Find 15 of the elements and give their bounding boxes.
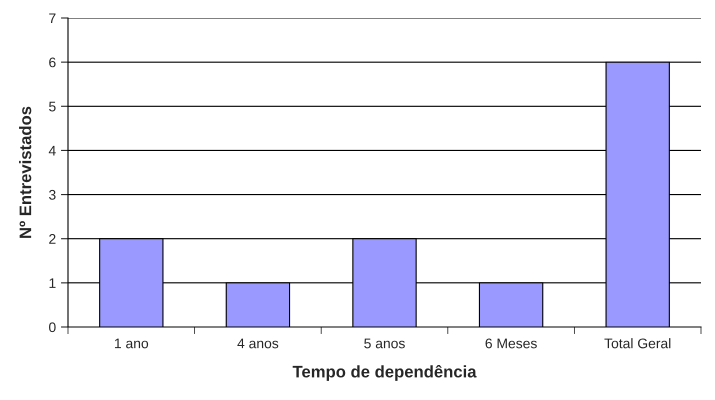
- y-tick-label: 1: [50, 278, 56, 288]
- y-tick-label: 7: [49, 13, 56, 24]
- y-tick-label: 5: [49, 102, 56, 112]
- x-tick-label: 4 anos: [237, 338, 278, 348]
- y-tick-label: 2: [49, 234, 56, 244]
- x-tick-label: 6 Meses: [486, 338, 537, 348]
- y-tick-label: 6: [49, 57, 56, 68]
- x-tick-label: 1 ano: [114, 338, 148, 348]
- y-axis-title: Nº Entrevistados: [19, 106, 32, 238]
- y-tick-label: 0: [49, 322, 56, 332]
- y-tick-label: 4: [48, 146, 56, 156]
- x-axis-title: Tempo de dependência: [292, 364, 477, 381]
- y-tick-label: 3: [49, 190, 56, 200]
- x-tick-label: 5 anos: [364, 338, 405, 348]
- x-tick-label: Total Geral: [604, 338, 670, 348]
